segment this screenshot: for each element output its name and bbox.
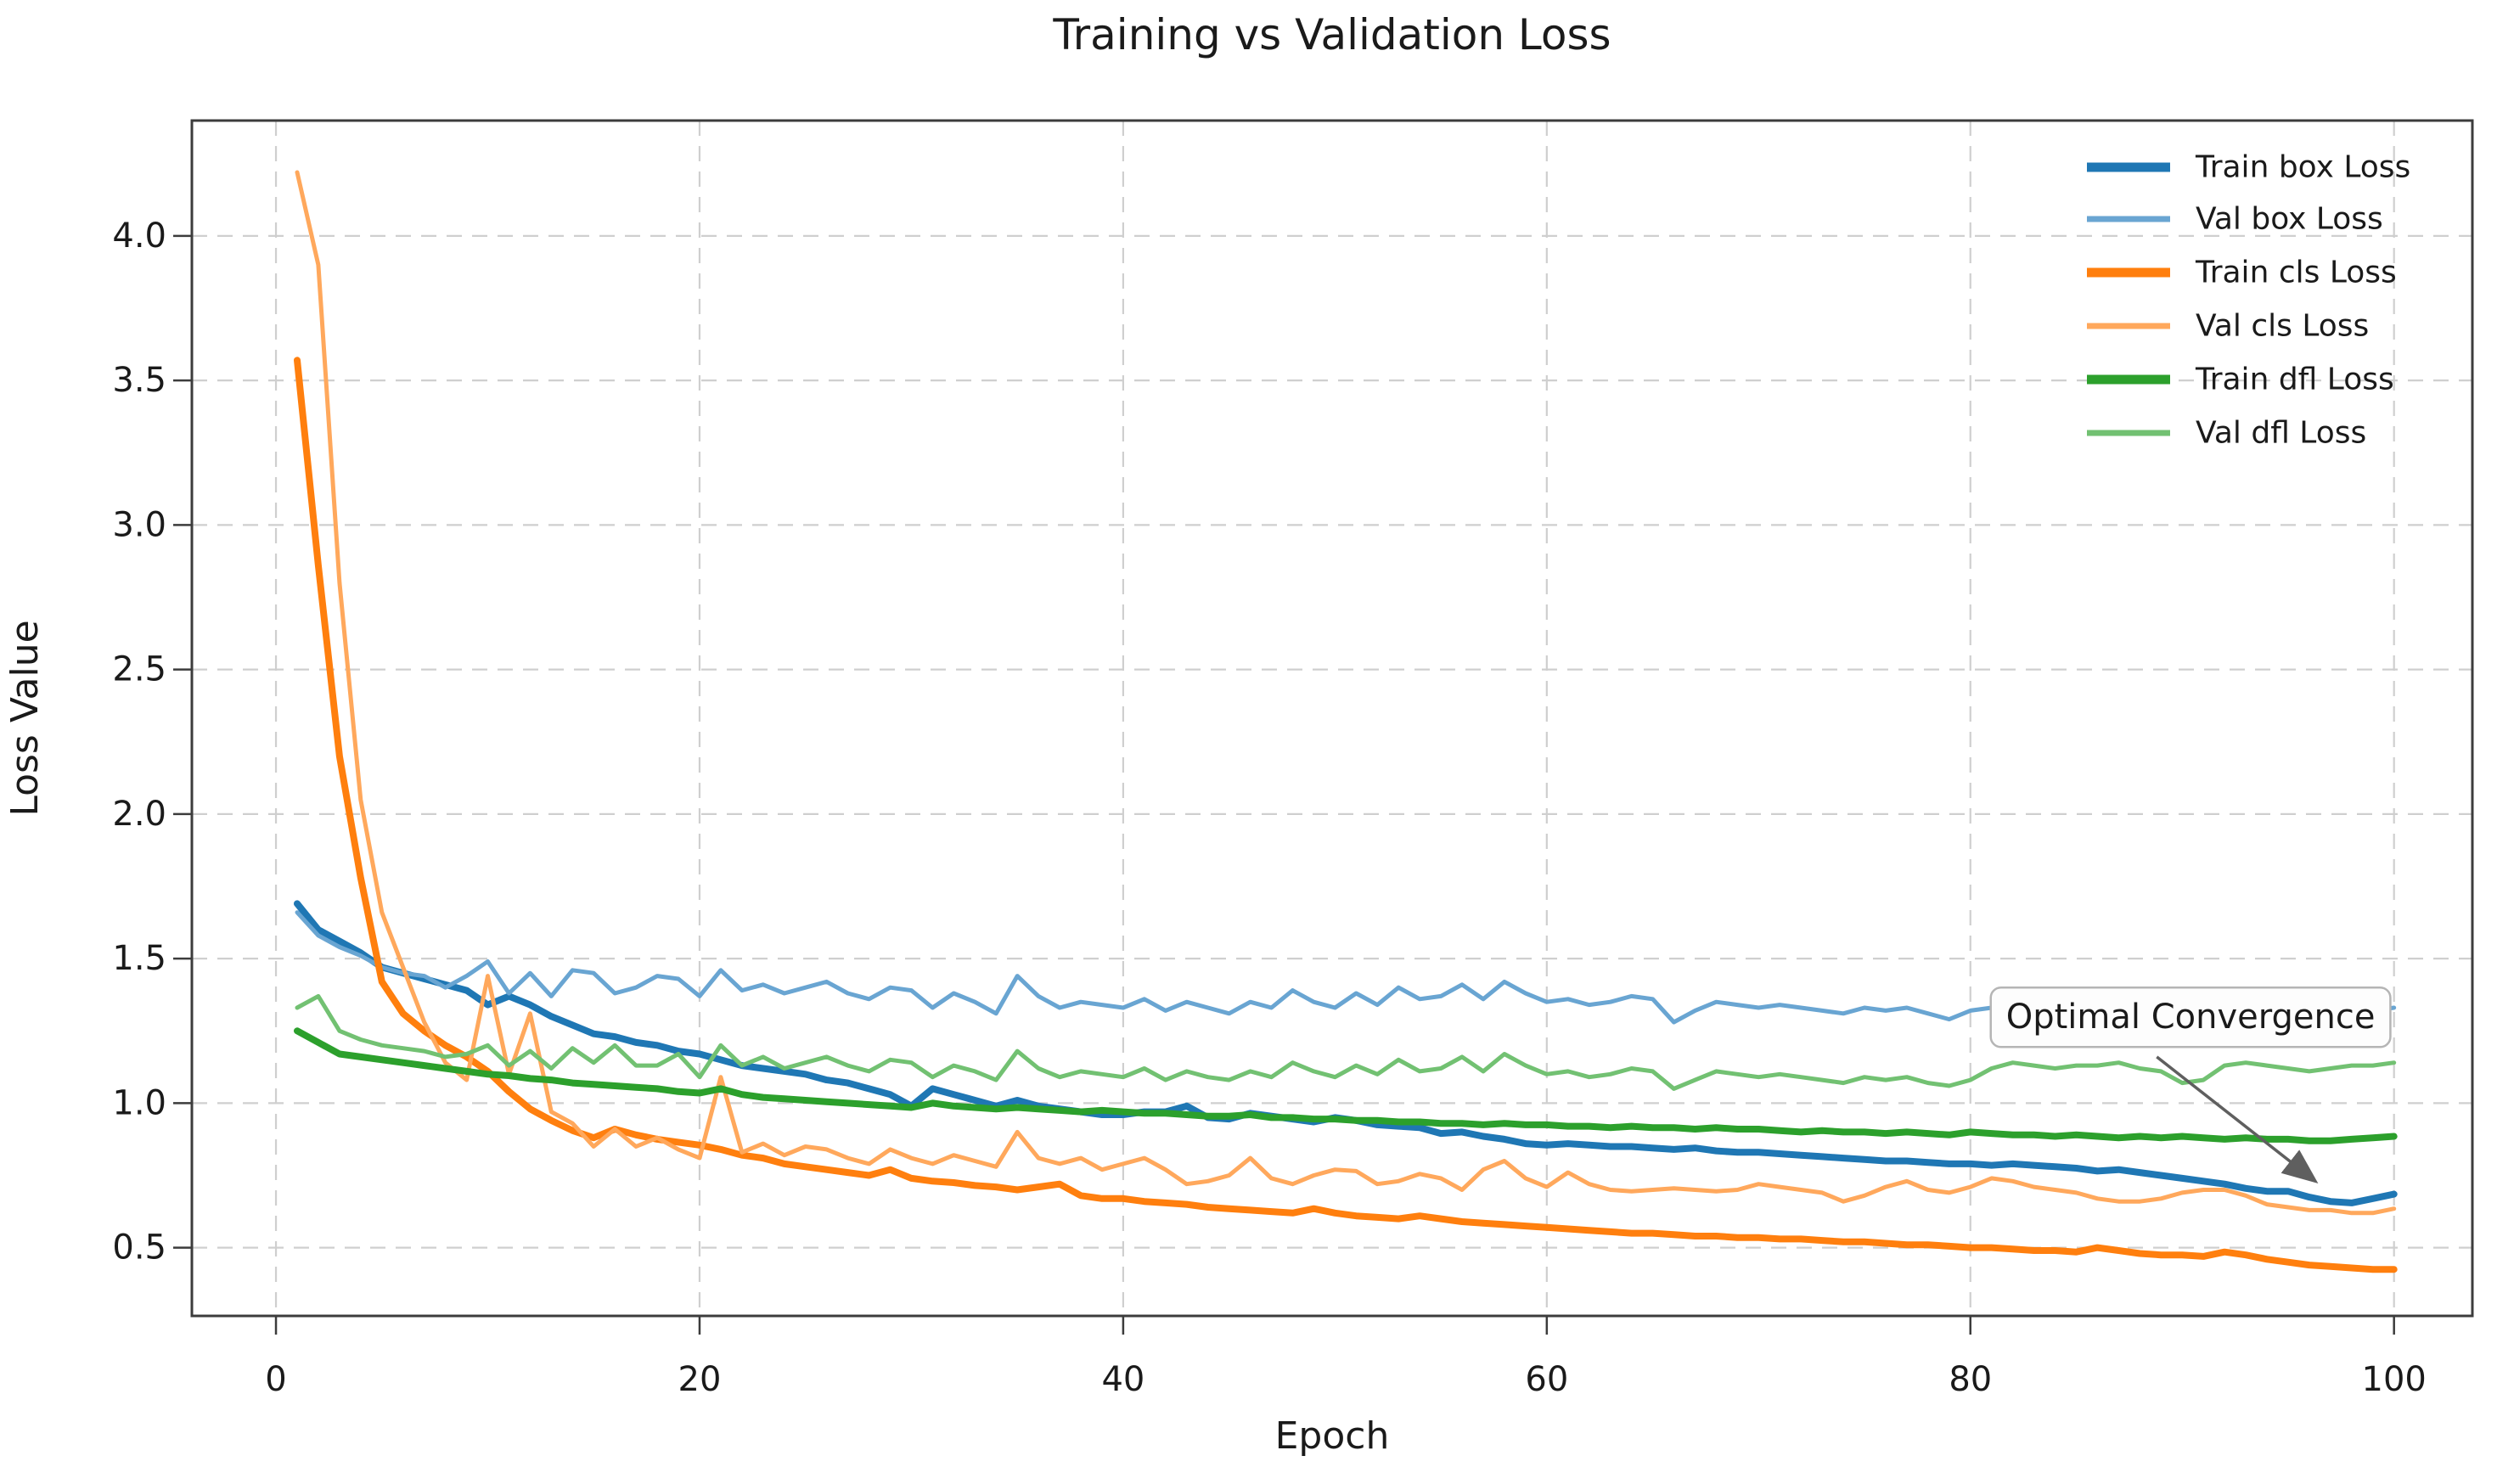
- annotation-optimal-convergence: Optimal Convergence: [1989, 986, 2392, 1183]
- series-line-val_cls: [295, 170, 2397, 1216]
- series-line-val_dfl: [295, 993, 2397, 1091]
- legend-label: Train dfl Loss: [2195, 363, 2394, 397]
- annotation-text: Optimal Convergence: [2006, 998, 2376, 1037]
- plot-border: [190, 119, 2474, 1318]
- legend-item-val-dfl: Val dfl Loss: [2087, 416, 2366, 451]
- x-tick-label: 40: [1101, 1360, 1144, 1399]
- y-tick-label: 2.0: [112, 795, 166, 834]
- legend: Train box Loss Val box Loss Train cls Lo…: [2087, 150, 2410, 451]
- legend-label: Val cls Loss: [2196, 309, 2369, 344]
- x-tick-label: 60: [1525, 1360, 1568, 1399]
- legend-label: Train cls Loss: [2195, 256, 2397, 290]
- series-line-train_box: [294, 900, 2398, 1206]
- y-axis-label: Loss Value: [3, 620, 47, 816]
- series-lines: [294, 170, 2398, 1273]
- axis-ticks: 0.5 1.0 1.5 2.0 2.5 3.0 3.5 4.0 0 20 40 60 80 100: [112, 216, 2427, 1399]
- y-tick-label: 1.0: [112, 1083, 166, 1122]
- x-tick-label: 100: [2362, 1360, 2427, 1399]
- legend-item-train-box: Train box Loss: [2087, 150, 2410, 185]
- legend-item-train-cls: Train cls Loss: [2087, 256, 2397, 290]
- x-tick-label: 0: [265, 1360, 286, 1399]
- legend-item-val-cls: Val cls Loss: [2087, 309, 2369, 344]
- y-tick-label: 4.0: [112, 216, 166, 256]
- y-tick-label: 3.0: [112, 505, 166, 544]
- legend-item-train-dfl: Train dfl Loss: [2087, 363, 2394, 397]
- series-line-train_dfl: [294, 1027, 2398, 1144]
- series-line-train_cls: [294, 357, 2398, 1273]
- annotation-box: [1989, 986, 2392, 1048]
- y-tick-label: 3.5: [112, 361, 166, 400]
- chart-title: Training vs Validation Loss: [1052, 10, 1611, 59]
- y-tick-label: 0.5: [112, 1228, 166, 1268]
- legend-label: Val box Loss: [2196, 202, 2383, 237]
- legend-label: Val dfl Loss: [2196, 416, 2366, 451]
- x-tick-label: 20: [678, 1360, 722, 1399]
- x-axis-label: Epoch: [1275, 1414, 1390, 1458]
- y-tick-label: 2.5: [112, 650, 166, 689]
- legend-item-val-box: Val box Loss: [2087, 202, 2383, 237]
- y-tick-label: 1.5: [112, 939, 166, 978]
- annotation-arrow: [2156, 1055, 2319, 1183]
- legend-label: Train box Loss: [2195, 150, 2410, 185]
- x-tick-label: 80: [1949, 1360, 1992, 1399]
